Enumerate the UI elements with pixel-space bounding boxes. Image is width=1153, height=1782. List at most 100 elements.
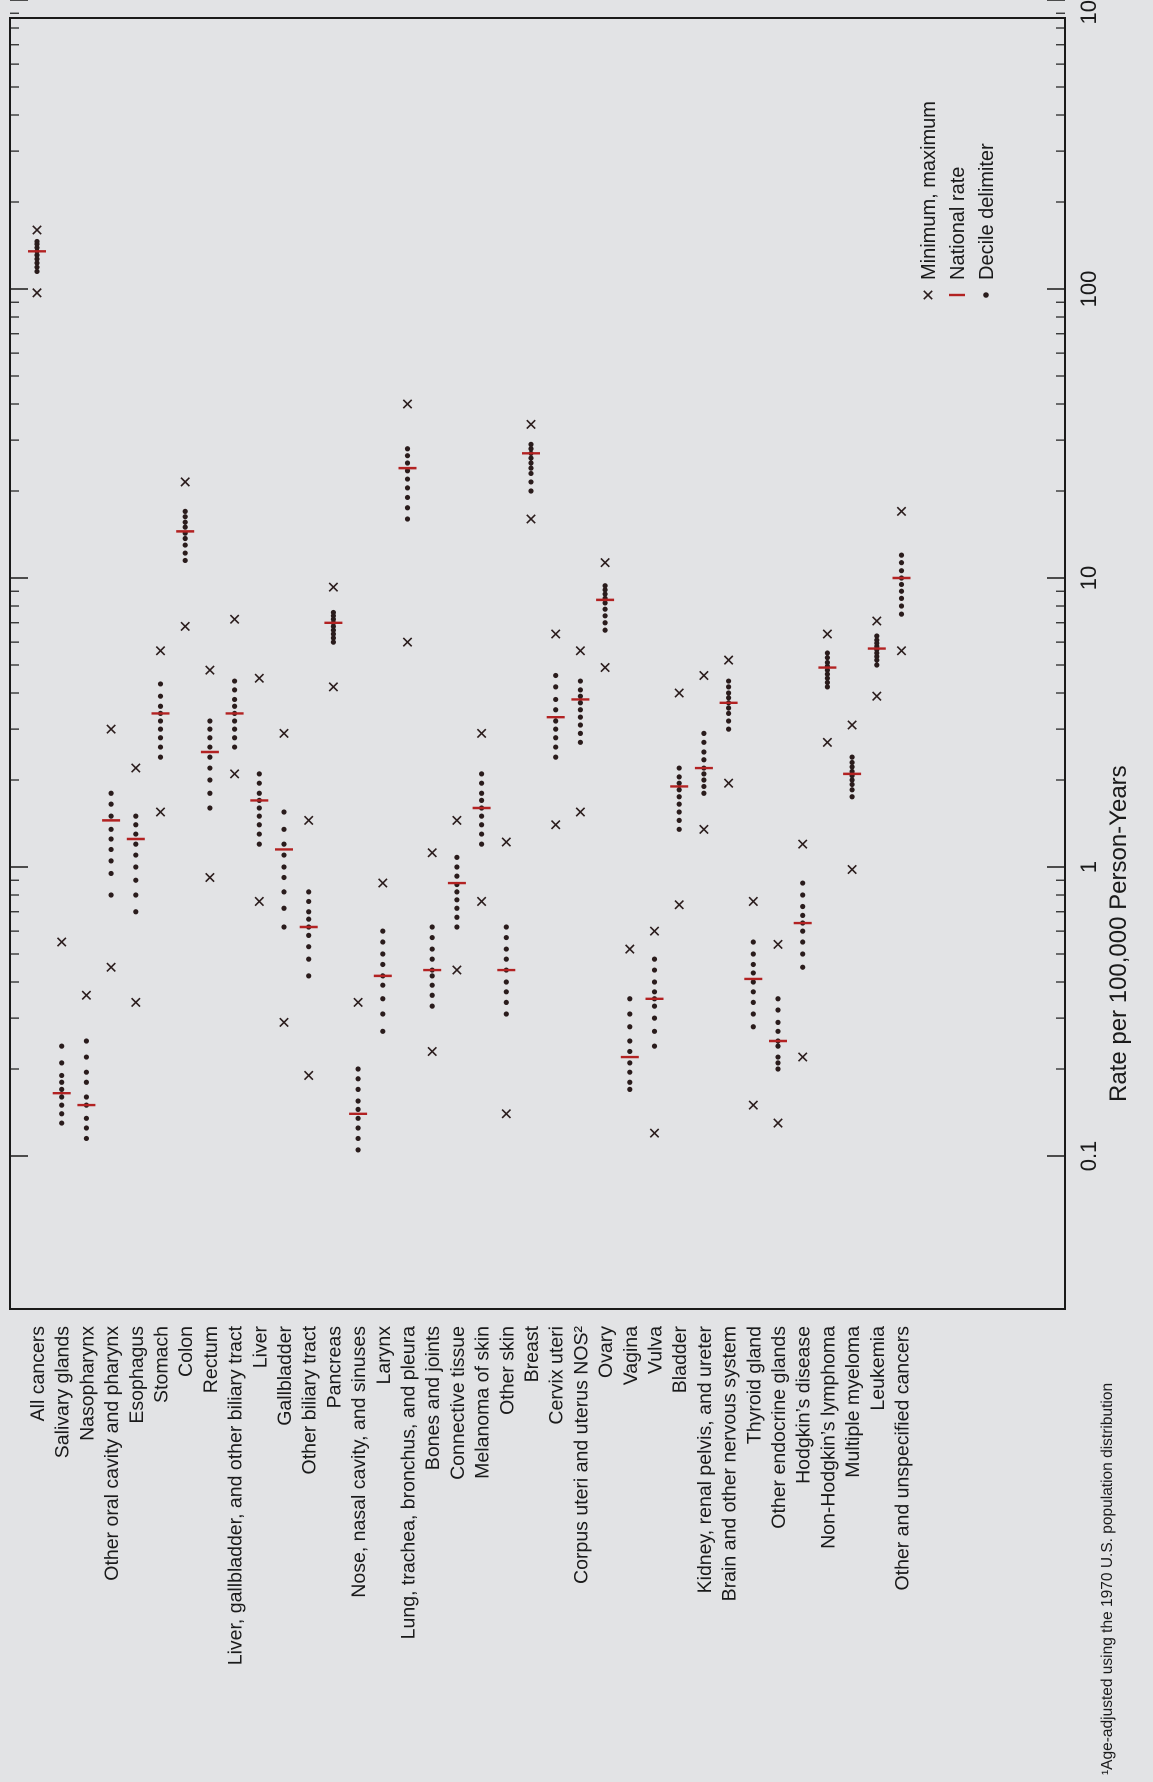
category-series bbox=[373, 878, 392, 1034]
footnote: ¹Age-adjusted using the 1970 U.S. popula… bbox=[1099, 1383, 1116, 1775]
decile-point bbox=[750, 999, 756, 1006]
category-labels: All cancers Salivary glands Nasopharynx Oth… bbox=[27, 1325, 914, 1665]
decile-point bbox=[627, 1086, 633, 1093]
decile-point bbox=[355, 1066, 361, 1072]
category-series bbox=[571, 646, 590, 817]
decile-point bbox=[404, 476, 411, 482]
decile-point bbox=[330, 635, 336, 641]
category-label: Larynx bbox=[373, 1326, 395, 1385]
category-series bbox=[596, 557, 615, 673]
decile-point bbox=[577, 678, 584, 684]
decile-point bbox=[602, 620, 608, 626]
legend-symbol bbox=[983, 292, 989, 298]
decile-point bbox=[874, 657, 880, 663]
decile-point bbox=[577, 739, 584, 745]
decile-point bbox=[256, 841, 262, 847]
decile-point bbox=[750, 970, 756, 976]
decile-point bbox=[627, 1069, 633, 1075]
min-max-mark bbox=[303, 815, 314, 826]
decile-point bbox=[404, 453, 411, 459]
category-label: Colon bbox=[175, 1326, 197, 1377]
decile-point bbox=[898, 552, 905, 558]
decile-point bbox=[750, 989, 756, 995]
min-max-mark bbox=[229, 769, 240, 779]
min-max-mark bbox=[328, 682, 339, 692]
decile-point bbox=[750, 951, 756, 957]
decile-point bbox=[503, 979, 509, 985]
min-max-mark bbox=[205, 872, 215, 883]
min-max-mark bbox=[723, 655, 734, 665]
decile-point bbox=[553, 707, 559, 713]
decile-point bbox=[108, 858, 114, 864]
tick-label: 1 bbox=[1076, 861, 1101, 873]
decile-point bbox=[479, 771, 485, 777]
decile-point bbox=[355, 1115, 361, 1121]
decile-point bbox=[380, 951, 386, 957]
category-label: Salivary glands bbox=[52, 1326, 74, 1458]
min-max-mark bbox=[600, 557, 610, 568]
decile-point bbox=[577, 687, 584, 693]
decile-point bbox=[775, 1043, 781, 1049]
decile-point bbox=[454, 897, 460, 903]
decile-point bbox=[108, 846, 114, 853]
decile-point bbox=[59, 1111, 65, 1117]
decile-point bbox=[849, 794, 855, 800]
decile-point bbox=[849, 759, 855, 766]
category-series bbox=[398, 399, 417, 647]
decile-point bbox=[59, 1043, 65, 1049]
category-series bbox=[645, 926, 664, 1138]
decile-point bbox=[108, 870, 114, 877]
min-max-mark bbox=[378, 878, 388, 888]
decile-point bbox=[380, 982, 386, 988]
min-max-mark bbox=[847, 720, 857, 730]
decile-point bbox=[157, 718, 164, 724]
decile-point bbox=[157, 744, 164, 750]
category-label: Connective tissue bbox=[447, 1326, 469, 1480]
decile-point bbox=[750, 939, 756, 945]
decile-point bbox=[207, 805, 213, 811]
decile-point bbox=[503, 934, 509, 941]
decile-point bbox=[207, 754, 213, 760]
decile-point bbox=[479, 831, 485, 837]
decile-point bbox=[898, 588, 905, 594]
plot-frame bbox=[9, 17, 1066, 1310]
decile-point bbox=[232, 744, 238, 750]
decile-point bbox=[726, 695, 732, 701]
min-max-mark bbox=[476, 896, 487, 907]
decile-point bbox=[479, 841, 485, 847]
decile-point bbox=[627, 1060, 633, 1066]
decile-point bbox=[306, 898, 312, 905]
decile-point bbox=[553, 684, 559, 690]
decile-point bbox=[232, 678, 238, 684]
decile-point bbox=[602, 587, 608, 593]
decile-point bbox=[429, 982, 435, 988]
decile-point bbox=[602, 606, 608, 612]
decile-point bbox=[577, 722, 584, 728]
decile-point bbox=[157, 681, 164, 687]
decile-point bbox=[34, 256, 40, 262]
decile-point bbox=[750, 1024, 756, 1030]
legend-label: Decile delimiter bbox=[976, 143, 998, 280]
decile-point bbox=[701, 783, 707, 790]
category-label: Melanoma of skin bbox=[472, 1326, 494, 1479]
decile-point bbox=[355, 1076, 361, 1082]
category-label: Bones and joints bbox=[422, 1326, 444, 1470]
decile-point bbox=[874, 662, 880, 668]
decile-point bbox=[553, 718, 559, 724]
decile-point bbox=[83, 1125, 89, 1131]
decile-point bbox=[34, 245, 40, 251]
decile-point bbox=[726, 726, 732, 732]
decile-point bbox=[256, 831, 262, 837]
category-label: Rectum bbox=[200, 1326, 222, 1393]
min-max-mark bbox=[699, 670, 709, 681]
decile-point bbox=[775, 1066, 781, 1072]
decile-point bbox=[83, 1069, 89, 1075]
category-series bbox=[892, 506, 911, 656]
decile-point bbox=[380, 1011, 386, 1017]
decile-point bbox=[355, 1125, 361, 1131]
min-max-mark bbox=[550, 629, 561, 639]
decile-point bbox=[454, 873, 460, 879]
decile-point bbox=[503, 989, 509, 995]
min-max-mark bbox=[649, 926, 660, 936]
decile-point bbox=[528, 446, 534, 452]
